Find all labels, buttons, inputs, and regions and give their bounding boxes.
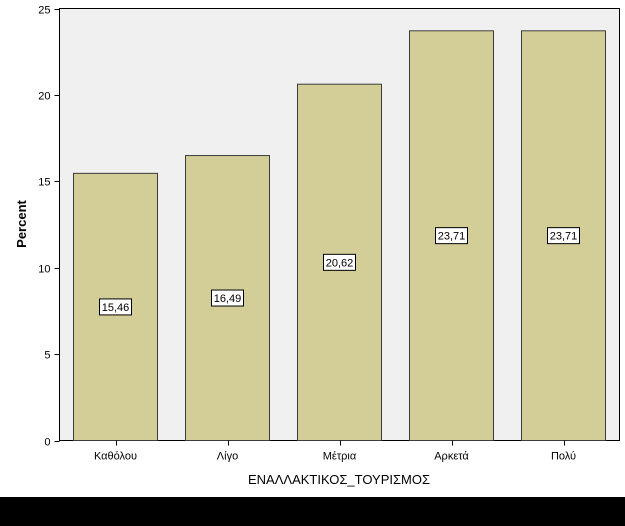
- data-label: 15,46: [102, 302, 130, 314]
- x-axis: Καθόλου Λίγο Μέτρια Αρκετά Πολύ: [94, 440, 576, 463]
- footer-bar: [0, 497, 625, 526]
- bars-group: 15,46 16,49 20,62 23,71 23,71: [73, 30, 606, 442]
- y-tick-label: 20: [38, 91, 50, 103]
- data-label: 23,71: [550, 231, 578, 243]
- data-label-box: [547, 227, 580, 245]
- x-tick-label: Πολύ: [551, 451, 576, 463]
- data-label: 23,71: [438, 231, 466, 243]
- y-tick-label: 10: [38, 264, 50, 276]
- x-tick-label: Καθόλου: [94, 451, 137, 463]
- data-label-box: [99, 298, 132, 316]
- data-label: 16,49: [214, 293, 242, 305]
- x-tick-label: Μέτρια: [323, 451, 357, 463]
- x-tick-label: Αρκετά: [434, 451, 469, 463]
- data-label-box: [323, 253, 356, 271]
- data-label-box: [435, 227, 468, 245]
- x-tick-label: Λίγο: [217, 451, 238, 463]
- data-label: 20,62: [326, 257, 354, 269]
- data-label-box: [211, 289, 244, 307]
- y-tick-label: 15: [38, 177, 50, 189]
- y-tick-label: 5: [44, 350, 50, 362]
- y-axis: 0 5 10 15 20 25: [38, 5, 60, 449]
- y-tick-label: 0: [44, 437, 50, 449]
- y-tick-label: 25: [38, 5, 50, 17]
- x-axis-title: ΕΝΑΛΛΑΚΤΙΚΟΣ_ΤΟΥΡΙΣΜΟΣ: [248, 472, 430, 487]
- y-axis-title: Percent: [14, 199, 29, 247]
